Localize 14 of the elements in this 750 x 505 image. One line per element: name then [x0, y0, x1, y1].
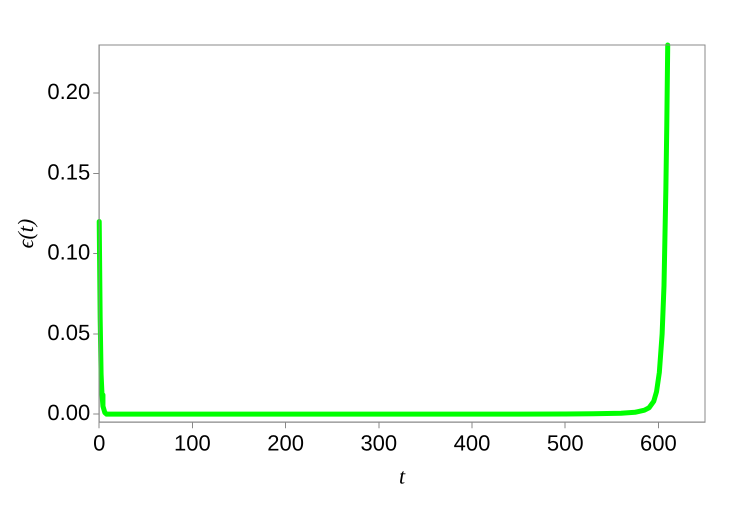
x-tick-label: 400 — [454, 430, 490, 456]
x-axis-title: t — [399, 464, 406, 489]
x-tick-label: 0 — [93, 430, 106, 456]
y-tick-label: 0.20 — [47, 79, 90, 104]
y-tick-label: 0.10 — [47, 240, 90, 265]
y-tick-label: 0.00 — [47, 400, 90, 426]
y-axis-title: ϵ(t) — [12, 218, 38, 248]
x-tick-label: 300 — [360, 430, 398, 456]
x-tick-label: 600 — [640, 430, 677, 456]
x-tick-label: 100 — [174, 430, 211, 456]
x-tick-label: 500 — [546, 430, 584, 456]
y-tick-label: 0.05 — [47, 320, 90, 345]
y-tick-label: 0.15 — [47, 159, 90, 184]
x-tick-label: 200 — [267, 430, 304, 456]
